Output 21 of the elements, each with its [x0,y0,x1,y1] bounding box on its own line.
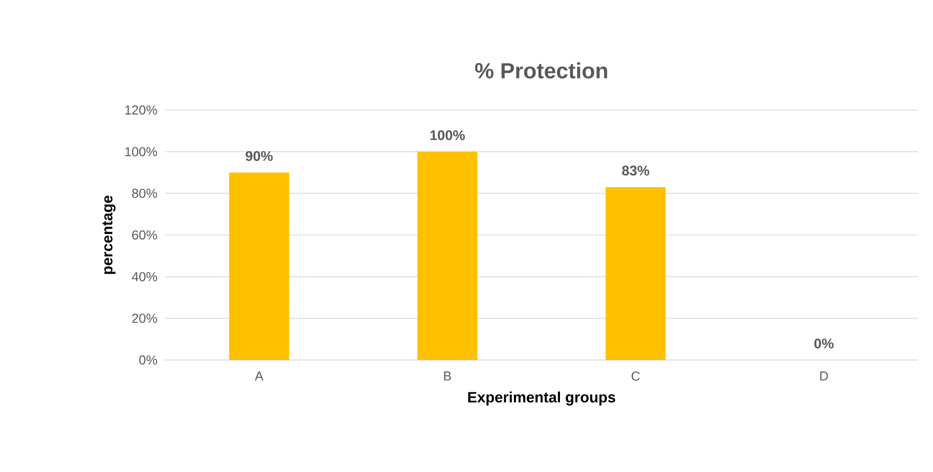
x-tick-label: B [444,372,452,380]
y-axis-title: percentage [102,196,116,274]
x-tick-label: D [820,372,828,380]
data-label: 83% [622,166,650,176]
data-label: 100% [430,130,465,140]
y-tick-label: 120% [125,105,158,115]
bar [606,187,666,360]
y-tick-label: 0% [139,355,158,365]
bar [417,152,478,360]
bar [229,172,290,360]
data-label: 0% [814,338,834,348]
x-axis-title: Experimental groups [468,392,616,406]
x-tick-label: A [254,372,264,380]
y-tick-label: 20% [132,314,158,323]
y-tick-label: 40% [132,272,158,282]
data-label: 90% [246,151,273,161]
chart-title: % Protection [475,62,608,79]
y-tick-label: 60% [132,230,158,240]
y-tick-label: 100% [125,147,158,156]
y-tick-label: 80% [132,188,158,198]
x-tick-label: C [632,372,640,381]
